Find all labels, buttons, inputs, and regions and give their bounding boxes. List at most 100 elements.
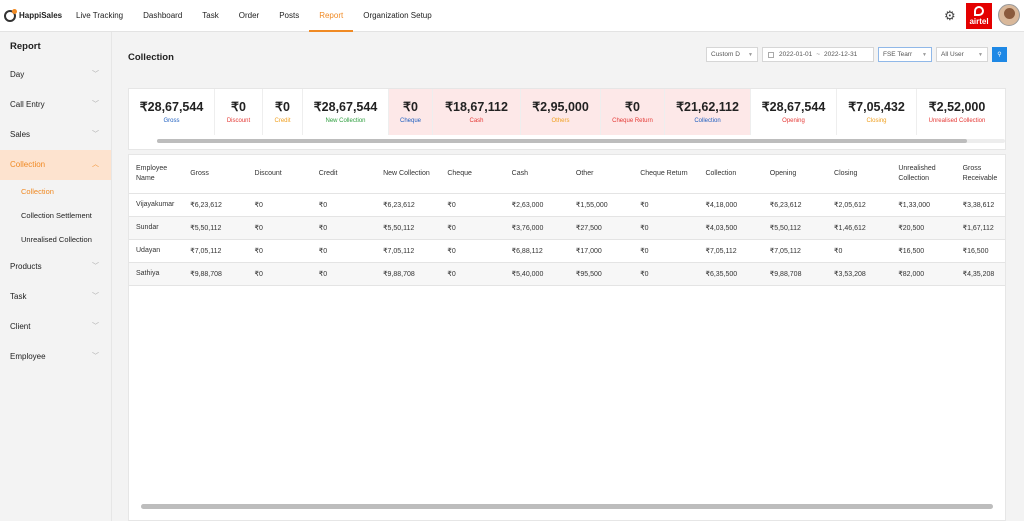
sidebar-item-label: Products: [10, 262, 42, 271]
nav-item-posts[interactable]: Posts: [279, 10, 300, 20]
table-cell: ₹0: [440, 193, 505, 217]
table-cell: ₹1,67,112: [955, 216, 1005, 240]
summary-card-others: ₹2,95,000 Others: [521, 89, 601, 135]
table-cell: Vijayakumar: [129, 193, 184, 217]
table-scrollbar[interactable]: [141, 504, 993, 509]
sidebar-menu: Day ﹀ Call Entry ﹀ Sales ﹀ Collection ︿ Collecti…: [0, 60, 111, 372]
table-cell: ₹9,88,708: [762, 262, 828, 286]
table-cell: ₹6,88,112: [504, 239, 569, 263]
table-row[interactable]: Sundar ₹5,50,112 ₹0 ₹0 ₹5,50,112 ₹0 ₹3,76,000 ₹…: [129, 216, 1005, 240]
app-name: HappiSales: [19, 11, 63, 20]
table-cell: ₹0: [633, 193, 699, 217]
table-cell: ₹6,23,612: [762, 193, 828, 217]
column-header-gross-receivable[interactable]: Gross Receivable: [955, 155, 1005, 194]
calendar-icon: [768, 51, 774, 58]
team-select[interactable]: FSE Tearr ▼: [878, 47, 932, 62]
app-logo[interactable]: HappiSales: [4, 8, 64, 22]
nav-item-task[interactable]: Task: [202, 10, 219, 20]
gear-icon[interactable]: ⚙: [944, 8, 956, 23]
column-header-new-collection[interactable]: New Collection: [376, 155, 441, 194]
column-header-cheque-return[interactable]: Cheque Return: [633, 155, 699, 194]
sidebar-item-call-entry[interactable]: Call Entry ﹀: [0, 90, 111, 120]
nav-item-live-tracking[interactable]: Live Tracking: [76, 10, 124, 20]
sidebar-item-day[interactable]: Day ﹀: [0, 60, 111, 90]
table-cell: ₹2,05,612: [827, 193, 892, 217]
table-cell: ₹4,03,500: [698, 216, 763, 240]
summary-card-gross: ₹28,67,544 Gross: [129, 89, 215, 135]
sidebar-item-sales[interactable]: Sales ﹀: [0, 120, 111, 150]
date-separator: ~: [816, 51, 821, 58]
table-row[interactable]: Udayan ₹7,05,112 ₹0 ₹0 ₹7,05,112 ₹0 ₹6,88,112 ₹…: [129, 239, 1005, 263]
table-cell: ₹1,33,000: [891, 193, 956, 217]
table-cell: ₹16,500: [891, 239, 956, 263]
summary-card-label: Closing: [866, 117, 887, 124]
summary-card-cash: ₹18,67,112 Cash: [433, 89, 521, 135]
summary-card-new-collection: ₹28,67,544 New Collection: [303, 89, 389, 135]
chevron-down-icon: ﹀: [92, 101, 99, 108]
summary-card-collection: ₹21,62,112 Collection: [665, 89, 751, 135]
table-row[interactable]: Sathiya ₹9,88,708 ₹0 ₹0 ₹9,88,708 ₹0 ₹5,40,000…: [129, 262, 1005, 286]
summary-card-cheque: ₹0 Cheque: [389, 89, 433, 135]
column-header-discount[interactable]: Discount: [247, 155, 312, 194]
table-cell: ₹0: [311, 262, 377, 286]
summary-card-label: Cheque Return: [612, 117, 653, 124]
sidebar-item-client[interactable]: Client ﹀: [0, 312, 111, 342]
column-header-closing[interactable]: Closing: [827, 155, 892, 194]
summary-scrollbar-thumb[interactable]: [157, 139, 967, 143]
summary-card-label: Credit: [274, 117, 291, 124]
sidebar-item-employee[interactable]: Employee ﹀: [0, 342, 111, 372]
sidebar-subitem-collection[interactable]: Collection: [21, 187, 54, 196]
main-nav: Live Tracking Dashboard Task Order Posts Repo…: [66, 0, 442, 32]
column-header-other[interactable]: Other: [568, 155, 634, 194]
nav-item-order[interactable]: Order: [238, 10, 260, 20]
summary-scrollbar[interactable]: [157, 139, 1005, 143]
apply-filter-button[interactable]: ⚲: [992, 47, 1007, 62]
nav-item-report[interactable]: Report: [309, 0, 354, 32]
column-header-opening[interactable]: Opening: [762, 155, 828, 194]
sidebar-subitem-collection-settlement[interactable]: Collection Settlement: [21, 211, 92, 220]
brand-logo-text: airtel: [969, 17, 989, 26]
range-type-select[interactable]: Custom D ▼: [706, 47, 758, 62]
table-cell: ₹0: [311, 216, 377, 240]
column-header-unrealished-collection[interactable]: Unrealished Collection: [891, 155, 956, 194]
table-cell: ₹4,35,208: [955, 262, 1005, 286]
table-cell: ₹0: [247, 262, 312, 286]
summary-card-value: ₹21,62,112: [676, 99, 739, 114]
table-cell: ₹27,500: [568, 216, 634, 240]
summary-card-label: Cheque: [399, 117, 422, 124]
nav-item-organization-setup[interactable]: Organization Setup: [363, 10, 432, 20]
summary-card-label: New Collection: [325, 117, 366, 124]
sidebar-item-task[interactable]: Task ﹀: [0, 282, 111, 312]
column-header-employee-name[interactable]: Employee Name: [129, 155, 184, 194]
summary-card-opening: ₹28,67,544 Opening: [751, 89, 837, 135]
column-header-cheque[interactable]: Cheque: [440, 155, 505, 194]
user-select[interactable]: All User ▼: [936, 47, 988, 62]
sidebar-item-label: Client: [10, 322, 31, 331]
sidebar-item-collection[interactable]: Collection ︿: [0, 150, 111, 180]
date-to: 2022-12-31: [824, 51, 858, 58]
summary-card-label: Cash: [469, 117, 484, 124]
table-cell: ₹3,38,612: [955, 193, 1005, 217]
table-cell: ₹7,05,112: [376, 239, 441, 263]
team-value: FSE Tearr: [883, 51, 913, 58]
chevron-down-icon: ﹀: [92, 263, 99, 270]
chevron-down-icon: ▼: [978, 51, 983, 58]
sidebar-item-label: Collection: [10, 160, 46, 169]
table-cell: ₹16,500: [955, 239, 1005, 263]
sidebar-subitem-unrealised-collection[interactable]: Unrealised Collection: [21, 235, 92, 244]
column-header-collection[interactable]: Collection: [698, 155, 763, 194]
table-cell: ₹95,500: [568, 262, 634, 286]
summary-card-value: ₹2,95,000: [532, 99, 589, 114]
table-cell: ₹0: [633, 262, 699, 286]
table-row[interactable]: Vijayakumar ₹6,23,612 ₹0 ₹0 ₹6,23,612 ₹0 ₹2,63…: [129, 193, 1005, 217]
column-header-cash[interactable]: Cash: [504, 155, 569, 194]
avatar[interactable]: [998, 4, 1020, 26]
column-header-gross[interactable]: Gross: [183, 155, 248, 194]
table-cell: ₹0: [633, 239, 699, 263]
table-scrollbar-thumb[interactable]: [141, 504, 993, 509]
nav-item-dashboard[interactable]: Dashboard: [143, 10, 183, 20]
sidebar-item-products[interactable]: Products ﹀: [0, 252, 111, 282]
column-header-credit[interactable]: Credit: [311, 155, 377, 194]
chevron-down-icon: ﹀: [92, 71, 99, 78]
date-range-picker[interactable]: 2022-01-01 ~ 2022-12-31: [762, 47, 874, 62]
